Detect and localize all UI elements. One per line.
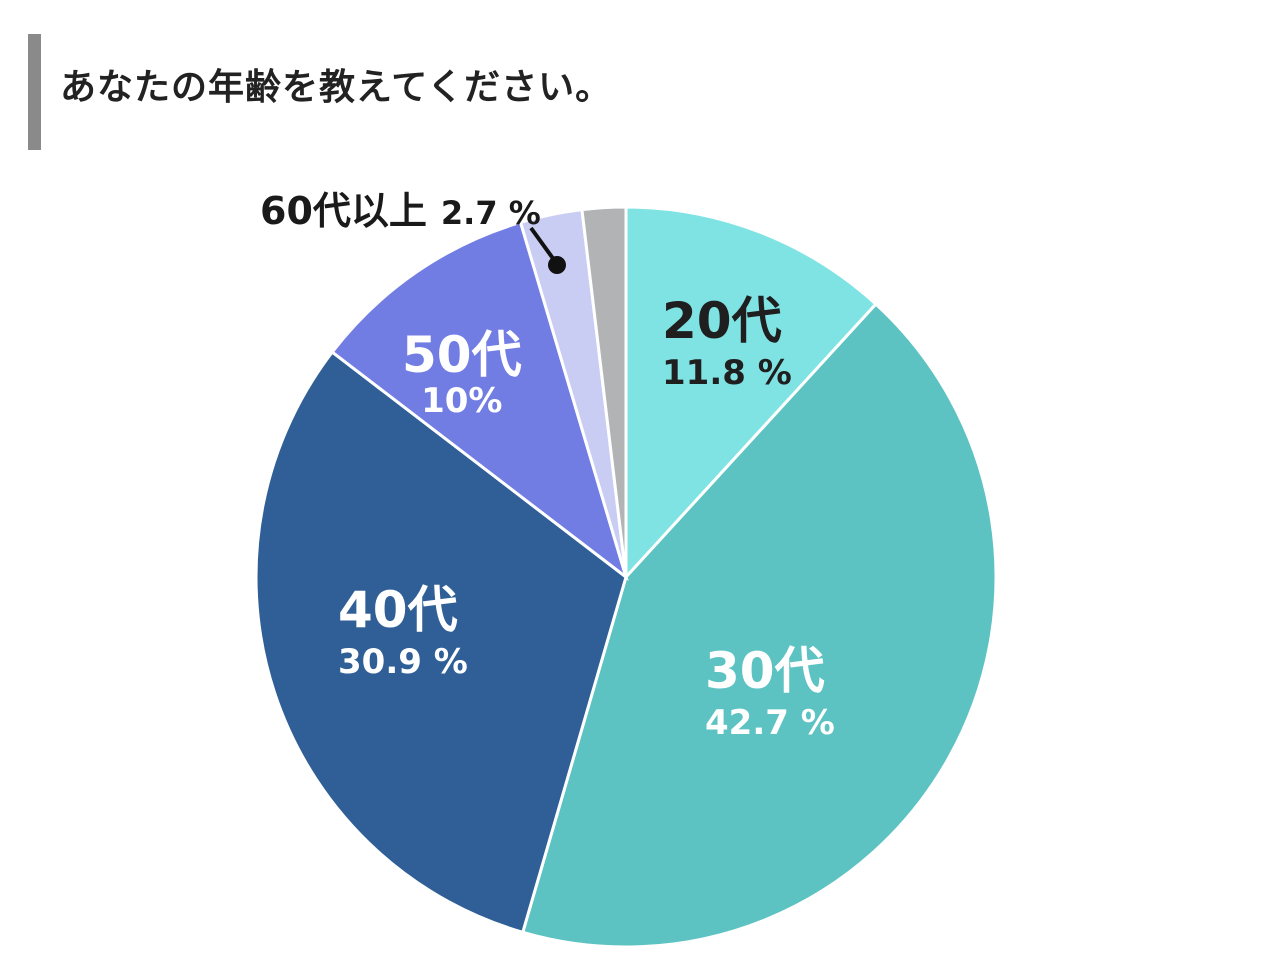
label-50s-name: 50代	[402, 326, 522, 384]
label-40s-percent: 30.9 %	[338, 642, 468, 682]
callout-dot-60	[548, 256, 566, 274]
label-30s: 30代 42.7 %	[705, 646, 835, 740]
slice-50s	[330, 220, 629, 581]
label-60s-name: 60代以上	[260, 189, 427, 233]
label-60s: 60代以上 2.7 %	[260, 180, 541, 235]
slice-other	[580, 205, 628, 578]
label-20s-percent: 11.8 %	[662, 353, 792, 393]
slice-40s	[254, 349, 628, 935]
label-20s-name: 20代	[662, 292, 782, 350]
label-20s: 20代 11.8 %	[662, 296, 792, 390]
label-30s-name: 30代	[705, 642, 825, 700]
label-40s-name: 40代	[338, 581, 458, 639]
label-50s: 50代 10%	[402, 330, 522, 418]
label-60s-percent: 2.7 %	[440, 194, 541, 232]
slice-20s	[624, 205, 878, 581]
title-accent-bar	[28, 34, 41, 150]
label-30s-percent: 42.7 %	[705, 703, 835, 743]
slice-30s	[520, 301, 998, 949]
label-40s: 40代 30.9 %	[338, 585, 468, 679]
page-title: あなたの年齢を教えてください。	[60, 67, 613, 108]
label-50s-percent: 10%	[421, 381, 503, 421]
